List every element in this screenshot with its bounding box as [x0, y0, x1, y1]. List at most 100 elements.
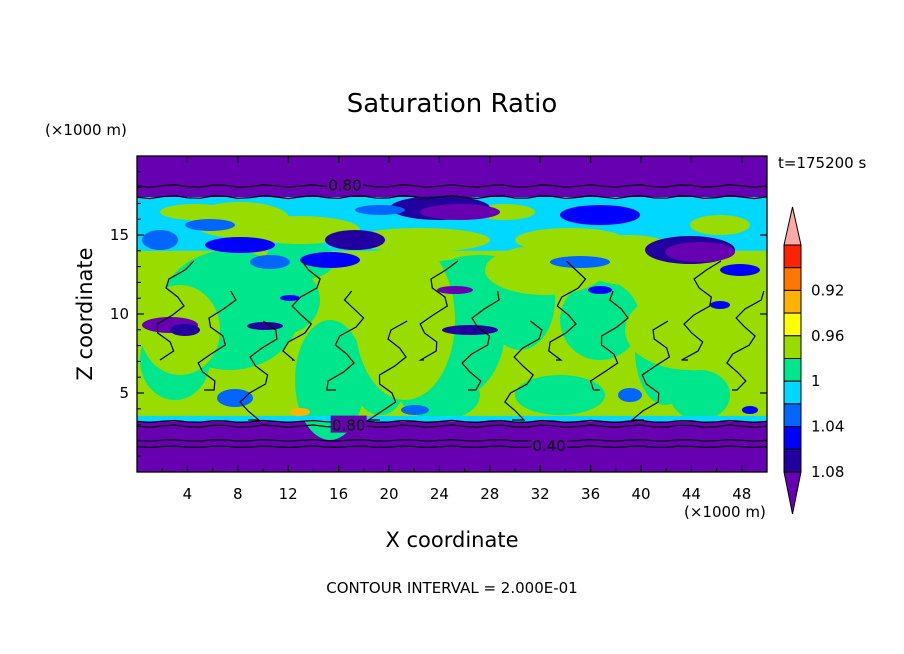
colorbar-label: 0.92 — [811, 281, 844, 299]
mid-spot — [618, 388, 642, 402]
upper-band-patch — [250, 255, 290, 269]
contour-label-bg — [326, 175, 363, 193]
mid-moist-patch — [670, 370, 730, 420]
contour-labels: 0.80 0.80 0.40 — [326, 175, 568, 455]
mid-lime-patch — [625, 290, 755, 370]
y-tick-label: 15 — [110, 226, 129, 244]
y-axis: 5 10 15 — [110, 171, 767, 457]
colorbar-label: 1.04 — [811, 418, 844, 436]
mid-spot — [710, 301, 730, 309]
mid-spot — [401, 405, 429, 415]
x-tick-label: 36 — [581, 485, 600, 503]
mid-spot — [170, 324, 200, 336]
contour-label: 0.80 — [328, 176, 361, 194]
x-tick-label: 16 — [329, 485, 348, 503]
upper-band-patch — [325, 230, 385, 250]
colorbar: 0.92 0.96 1 1.04 1.08 — [783, 206, 844, 515]
colorbar-label: 1 — [811, 372, 821, 390]
contour-line-lower-edge — [137, 419, 767, 424]
contour-lines — [137, 184, 767, 449]
contour-outline — [461, 290, 500, 391]
contour-interval-label: CONTOUR INTERVAL = 2.000E-01 — [326, 579, 577, 597]
x-tick-label: 4 — [183, 485, 193, 503]
colorbar-under-triangle — [783, 471, 802, 515]
contour-outline — [504, 320, 543, 421]
x-unit-label: (×1000 m) — [684, 503, 766, 521]
colorbar-swatch — [783, 380, 802, 405]
mid-spot — [217, 389, 253, 407]
y-tick-label: 10 — [110, 305, 129, 323]
contour-outline — [282, 260, 321, 361]
mid-spot — [280, 295, 300, 301]
colorbar-over-triangle — [783, 206, 802, 246]
contour-label-bg — [330, 415, 367, 433]
colorbar-swatch — [783, 403, 802, 428]
mid-spot — [442, 325, 498, 335]
colorbar-swatch — [783, 426, 802, 450]
x-tick-label: 12 — [279, 485, 298, 503]
upper-band-patch — [720, 264, 760, 276]
colorbar-swatch — [783, 448, 802, 473]
mid-spot — [290, 408, 310, 416]
contour-outline — [630, 320, 671, 421]
contour-outline — [681, 260, 722, 361]
contour-line-0.40 — [137, 445, 767, 449]
mid-spot — [588, 286, 612, 294]
time-label: t=175200 s — [778, 154, 866, 172]
upper-band-patch — [560, 205, 640, 225]
y-axis-label: Z coordinate — [73, 247, 97, 380]
contour-line-0.80-lower — [137, 424, 767, 429]
mid-moist-patch — [560, 280, 640, 360]
contour-outline — [326, 290, 365, 391]
contour-outline — [589, 290, 629, 391]
upper-band-patch — [550, 256, 610, 268]
x-tick-label: 32 — [531, 485, 550, 503]
colorbar-swatch — [783, 244, 802, 269]
colorbar-swatch — [783, 312, 802, 337]
contour-label-bg — [531, 436, 568, 454]
contour-label: 0.40 — [532, 437, 565, 455]
upper-band-patch — [420, 204, 500, 220]
upper-band-patch — [690, 215, 750, 235]
x-tick-label: 8 — [233, 485, 243, 503]
upper-band-patch — [665, 242, 735, 262]
x-axis: 4 8 12 16 20 24 28 32 36 40 44 48 — [161, 156, 751, 503]
contour-outline — [726, 290, 765, 391]
upper-band-patch — [300, 252, 360, 268]
contour-outline — [548, 260, 587, 361]
near-surface-strip — [137, 415, 767, 422]
mid-lime-patch — [350, 228, 490, 252]
colorbar-swatch — [783, 335, 802, 359]
colorbar-swatch — [783, 358, 802, 382]
colorbar-label: 1.08 — [811, 463, 844, 481]
x-tick-label: 24 — [430, 485, 449, 503]
mid-spot — [437, 286, 473, 294]
x-tick-label: 20 — [379, 485, 398, 503]
upper-band-patch — [205, 237, 275, 253]
upper-dry-layer — [137, 156, 767, 198]
y-tick-label: 5 — [119, 384, 129, 402]
contour-line-0.80-upper — [137, 184, 767, 188]
contour-label: 0.80 — [332, 417, 365, 435]
mid-spot — [742, 406, 758, 414]
contour-line-upper-edge — [137, 194, 767, 200]
upper-band-patch — [355, 205, 405, 215]
contour-field — [137, 156, 767, 472]
contour-line-0.60 — [137, 438, 767, 442]
upper-band-patch — [160, 204, 230, 220]
mid-moist-patch — [515, 375, 605, 415]
y-unit-label: (×1000 m) — [45, 121, 127, 139]
x-tick-label: 44 — [682, 485, 701, 503]
contour-outline — [156, 260, 195, 361]
x-tick-label: 28 — [480, 485, 499, 503]
chart-title: Saturation Ratio — [347, 89, 558, 119]
contour-outline — [197, 290, 237, 391]
contour-outline — [366, 320, 408, 421]
x-axis-label: X coordinate — [385, 528, 518, 552]
contour-outline — [418, 260, 459, 361]
colorbar-swatch — [783, 289, 802, 314]
contour-outline — [239, 320, 278, 421]
colorbar-label: 0.96 — [811, 327, 844, 345]
upper-band-patch — [142, 230, 178, 250]
